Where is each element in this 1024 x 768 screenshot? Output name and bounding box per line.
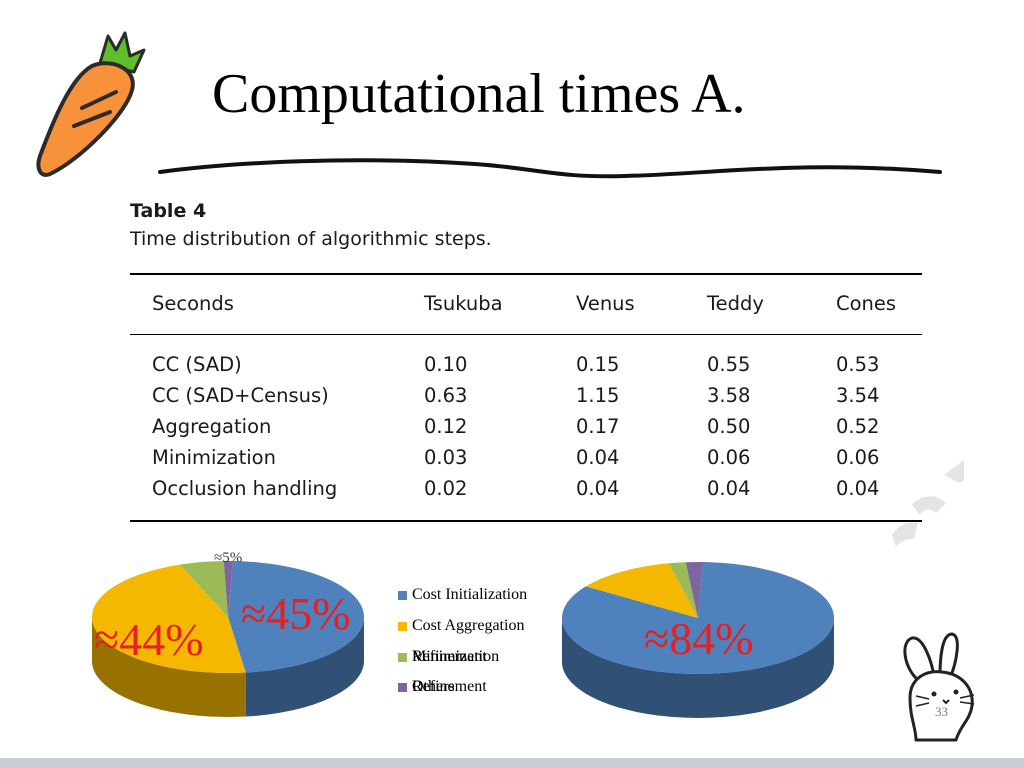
table-cell: 0.50 <box>707 415 751 438</box>
pie-left-cost-init-label: ≈45% <box>241 588 351 639</box>
pie-slice: Cost Initialization <box>562 562 834 674</box>
pie-slice-side <box>92 617 246 717</box>
pie-slice: Cost Aggregation <box>585 563 698 618</box>
table-top-rule <box>130 273 922 275</box>
pie-slice-side <box>245 617 364 717</box>
table-cell: 0.04 <box>836 477 880 500</box>
header-cell: Venus <box>576 292 635 315</box>
table-cell: CC (SAD) <box>152 353 242 376</box>
table-row: Occlusion handling 0.02 0.04 0.04 0.04 <box>130 477 922 507</box>
pie-left-cost-agg-label: ≈44% <box>94 614 204 665</box>
table-cell: 0.04 <box>576 446 620 469</box>
table-cell: Occlusion handling <box>152 477 338 500</box>
table-row: Aggregation 0.12 0.17 0.50 0.52 <box>130 415 922 445</box>
legend-label: Cost Initialization <box>412 586 528 603</box>
legend-label: Refinement <box>412 678 487 695</box>
table-cell: 0.02 <box>424 477 468 500</box>
pie-slice: Refinement <box>223 561 233 617</box>
table-cell: 0.63 <box>424 384 468 407</box>
table-cell: 0.15 <box>576 353 620 376</box>
title-underline <box>158 158 942 179</box>
bunny-icon <box>903 632 975 742</box>
pie-slice: Minimization <box>179 561 228 617</box>
pie-slice: Cost Initialization <box>228 561 364 673</box>
pie-slice: Refinement <box>685 562 703 618</box>
table-cell: 0.10 <box>424 353 468 376</box>
header-cell: Cones <box>836 292 897 315</box>
legend-swatch <box>398 591 407 600</box>
legend-label: Cost Aggregation <box>412 617 525 634</box>
pie-slice-side <box>562 618 834 718</box>
legend-swatch <box>398 653 407 662</box>
pie-slice: Cost Aggregation <box>91 564 246 673</box>
legend-label: Minimization <box>412 648 500 665</box>
legend-swatch <box>398 622 407 631</box>
table-cell: Aggregation <box>152 415 272 438</box>
table-cell: 0.04 <box>576 477 620 500</box>
table-number: Table 4 <box>130 200 207 222</box>
pie-right-cost-init-label: ≈84% <box>644 613 754 664</box>
table-caption: Time distribution of algorithmic steps. <box>130 228 492 250</box>
pie-left-minimization-label: ≈5% <box>214 550 243 566</box>
slide-title: Computational times A. <box>212 63 746 125</box>
footer-bar <box>0 758 1024 768</box>
table-cell: 1.15 <box>576 384 620 407</box>
table-bottom-rule <box>130 520 922 522</box>
legend-label-overlap: Refinement <box>412 648 487 665</box>
table-cell: 0.12 <box>424 415 468 438</box>
table-cell: 0.04 <box>707 477 751 500</box>
time-distribution-table: Table 4 Time distribution of algorithmic… <box>130 200 922 522</box>
table-cell: 0.52 <box>836 415 880 438</box>
table-cell: Minimization <box>152 446 276 469</box>
table-cell: 0.06 <box>836 446 880 469</box>
table-cell: 3.58 <box>707 384 751 407</box>
table-header-row: Seconds Tsukuba Venus Teddy Cones <box>130 292 922 322</box>
decorative-arc <box>892 460 964 547</box>
table-cell: 3.54 <box>836 384 880 407</box>
table-cell: 0.06 <box>707 446 751 469</box>
page-number: 33 <box>935 704 948 719</box>
header-cell: Seconds <box>152 292 234 315</box>
table-row: CC (SAD) 0.10 0.15 0.55 0.53 <box>130 353 922 383</box>
legend-swatch <box>398 683 407 692</box>
carrot-icon <box>36 31 146 177</box>
header-cell: Tsukuba <box>424 292 503 315</box>
header-cell: Teddy <box>707 292 764 315</box>
table-cell: 0.53 <box>836 353 880 376</box>
legend-label-overlap: Others <box>412 678 455 695</box>
table-cell: 0.55 <box>707 353 751 376</box>
table-row: Minimization 0.03 0.04 0.06 0.06 <box>130 446 922 476</box>
table-cell: CC (SAD+Census) <box>152 384 329 407</box>
table-cell: 0.03 <box>424 446 468 469</box>
table-header-rule <box>130 334 922 336</box>
pie-slice: Minimization <box>668 562 698 618</box>
table-cell: 0.17 <box>576 415 620 438</box>
table-row: CC (SAD+Census) 0.63 1.15 3.58 3.54 <box>130 384 922 414</box>
